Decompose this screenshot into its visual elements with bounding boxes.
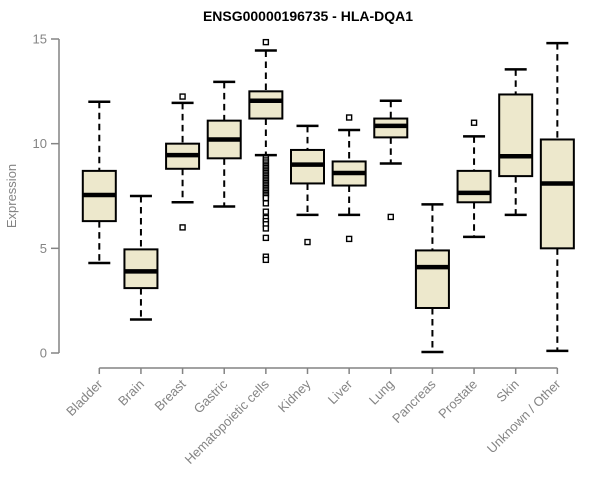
boxplot-brain (123, 194, 159, 321)
boxplot-gastric (206, 80, 242, 208)
x-label-lung: Lung (366, 377, 397, 408)
boxplot-breast (165, 93, 201, 231)
x-label-skin: Skin (493, 377, 521, 405)
iqr-box (456, 169, 492, 204)
boxplot-pancreas (414, 203, 450, 354)
boxplot-unknown-other (539, 41, 575, 353)
x-label-bladder: Bladder (63, 376, 106, 419)
outlier-point (345, 235, 353, 243)
x-label-liver: Liver (325, 376, 356, 407)
y-tick-label: 15 (33, 32, 47, 47)
outlier-point (262, 225, 270, 232)
boxplot-prostate (456, 119, 492, 239)
y-tick-label: 10 (33, 136, 47, 151)
outlier-point (345, 114, 353, 121)
outlier-point (179, 224, 186, 231)
outlier-point (470, 119, 478, 126)
y-axis-title: Expression (4, 164, 19, 228)
boxplot-bladder (81, 100, 117, 265)
outlier-point (262, 200, 270, 207)
outlier-point (262, 194, 270, 202)
iqr-box (123, 248, 159, 290)
boxplot-kidney (290, 124, 325, 246)
iqr-box (248, 90, 284, 120)
boxplot-skin (498, 68, 534, 217)
x-label-prostate: Prostate (435, 377, 480, 422)
outlier-point (262, 234, 270, 242)
x-label-unknown-other: Unknown / Other (484, 376, 564, 456)
x-label-breast: Breast (152, 376, 189, 413)
outlier-point (262, 256, 270, 264)
x-label-kidney: Kidney (275, 376, 314, 415)
boxplot-lung (373, 99, 409, 221)
iqr-box (498, 93, 534, 178)
y-tick-label: 0 (40, 346, 47, 361)
outlier-point (262, 38, 270, 46)
x-label-brain: Brain (115, 377, 147, 409)
outlier-point (387, 213, 394, 221)
outlier-point (262, 208, 270, 215)
iqr-box (539, 138, 575, 250)
outlier-point (179, 93, 186, 100)
outlier-point (304, 238, 311, 246)
boxplot-liver (331, 114, 367, 243)
chart-title: ENSG00000196735 - HLA-DQA1 (203, 8, 413, 24)
iqr-box (414, 249, 450, 309)
x-label-gastric: Gastric (191, 376, 231, 416)
y-tick-label: 5 (40, 241, 47, 256)
boxplot-hematopoietic-cells (248, 38, 284, 264)
x-label-pancreas: Pancreas (389, 376, 439, 426)
